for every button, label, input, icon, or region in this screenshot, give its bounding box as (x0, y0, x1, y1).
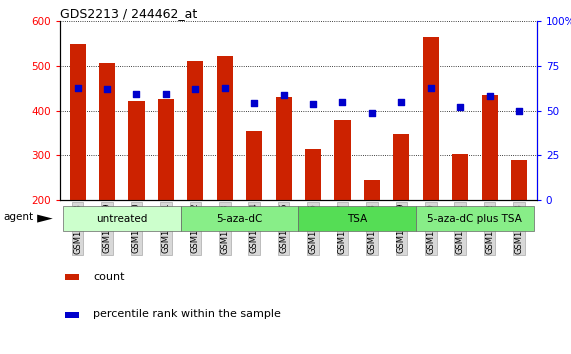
Bar (70, 45, 86, 200)
Bar (335, 120, 351, 200)
Text: untreated: untreated (96, 213, 147, 224)
Bar (276, 97, 292, 200)
Text: TSA: TSA (347, 213, 367, 224)
Point (279, 92, 288, 98)
Bar (65, 274, 79, 280)
Bar (481, 95, 498, 200)
Text: GDS2213 / 244462_at: GDS2213 / 244462_at (60, 7, 197, 20)
Bar (158, 98, 174, 200)
Bar (246, 131, 262, 200)
Bar (299, 206, 416, 232)
Text: percentile rank within the sample: percentile rank within the sample (93, 309, 281, 319)
Bar (99, 63, 115, 200)
Point (162, 91, 171, 97)
Bar (216, 56, 233, 200)
Point (250, 100, 259, 105)
Bar (364, 180, 380, 200)
Point (73, 85, 82, 91)
Point (485, 93, 494, 99)
Bar (63, 206, 180, 232)
Bar (128, 101, 144, 200)
Point (102, 86, 111, 92)
Point (367, 110, 376, 116)
Bar (416, 206, 534, 232)
Point (514, 108, 524, 113)
Point (308, 101, 317, 107)
Point (191, 86, 200, 92)
Bar (187, 62, 203, 200)
Text: 5-aza-dC plus TSA: 5-aza-dC plus TSA (428, 213, 522, 224)
Bar (305, 149, 321, 200)
Point (338, 99, 347, 104)
Point (220, 85, 230, 91)
Point (132, 91, 141, 97)
Text: count: count (93, 272, 125, 282)
Text: agent: agent (3, 212, 33, 222)
Bar (393, 134, 409, 200)
Bar (65, 312, 79, 318)
Bar (452, 154, 468, 200)
Polygon shape (37, 215, 53, 223)
Bar (511, 160, 527, 200)
Bar (180, 206, 299, 232)
Point (426, 85, 435, 91)
Bar (423, 37, 439, 200)
Text: 5-aza-dC: 5-aza-dC (216, 213, 263, 224)
Point (397, 99, 406, 104)
Point (456, 104, 465, 110)
